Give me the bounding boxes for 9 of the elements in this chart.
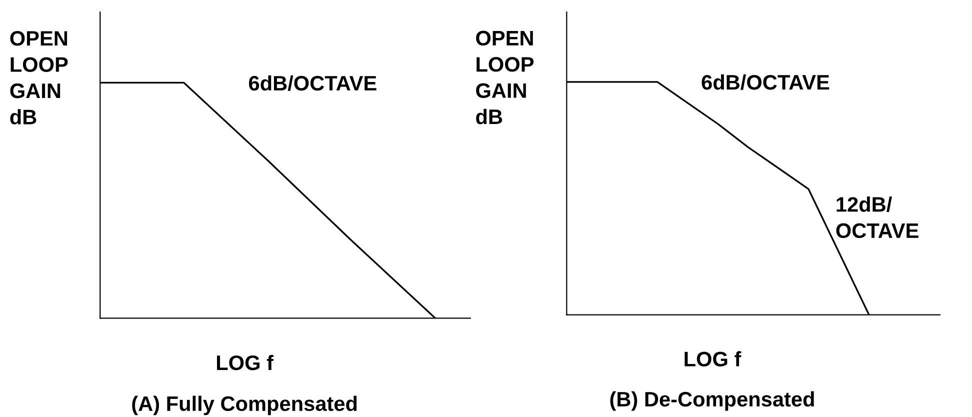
y-axis-title: OPEN LOOP GAIN dB: [476, 30, 534, 124]
text: (A) Fully Compensated: [132, 396, 357, 416]
y-axis-title: OPEN LOOP GAIN dB: [10, 31, 68, 124]
annotation: 6dB/OCTAVE: [702, 74, 830, 90]
annotation: 12dB/ OCTAVE: [836, 196, 918, 238]
text: (B) De-Compensated: [610, 391, 814, 411]
x-axis-title: LOG f: [684, 351, 742, 366]
annotation: 6dB/OCTAVE: [249, 75, 376, 91]
x-axis-title: LOG f: [217, 354, 274, 370]
